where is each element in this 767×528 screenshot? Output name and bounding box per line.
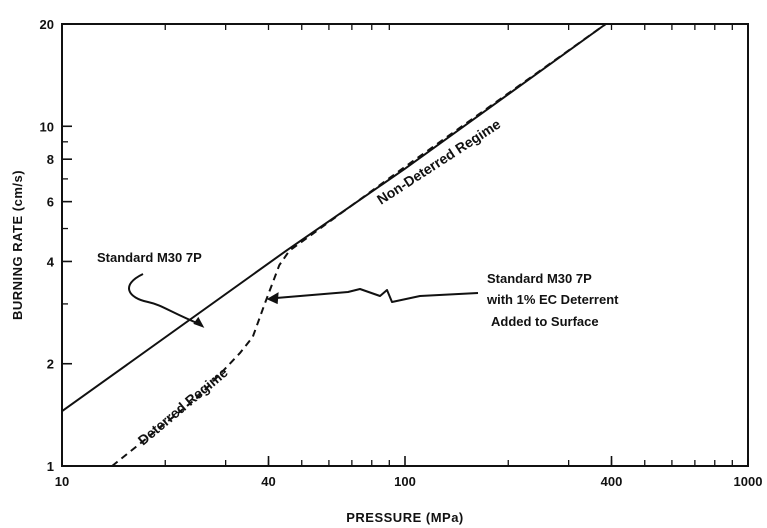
annotation-deterrent-arrow	[274, 288, 479, 303]
regime-label-deterred: Deterred Regime	[135, 364, 231, 448]
x-tick-label: 10	[55, 474, 69, 489]
y-tick-label: 20	[40, 17, 54, 32]
x-tick-label: 1000	[734, 474, 763, 489]
annotation-deterrent-label: with 1% EC Deterrent	[486, 292, 619, 307]
y-axis-title: BURNING RATE (cm/s)	[10, 170, 25, 320]
annotation-standard-label: Standard M30 7P	[97, 250, 202, 265]
y-tick-label: 10	[40, 119, 54, 134]
x-tick-label: 100	[394, 474, 416, 489]
annotation-deterrent-label: Standard M30 7P	[487, 271, 592, 286]
standard-series-line	[61, 23, 607, 413]
x-tick-label: 40	[261, 474, 275, 489]
annotation-deterrent-label: Added to Surface	[491, 314, 599, 329]
plot-frame	[61, 23, 749, 467]
y-tick-label: 8	[47, 152, 54, 167]
annotation-deterrent-arrowhead	[266, 292, 279, 305]
x-tick-label: 400	[601, 474, 623, 489]
x-axis-title: PRESSURE (MPa)	[346, 510, 464, 525]
y-tick-label: 4	[47, 254, 55, 269]
annotation-standard-arrow	[128, 273, 202, 326]
regime-label-non-deterred: Non-Deterred Regime	[374, 116, 504, 208]
y-tick-label: 2	[47, 357, 54, 372]
annotation-standard-arrowhead	[193, 316, 205, 328]
y-tick-label: 1	[47, 459, 54, 474]
y-tick-label: 6	[47, 195, 54, 210]
